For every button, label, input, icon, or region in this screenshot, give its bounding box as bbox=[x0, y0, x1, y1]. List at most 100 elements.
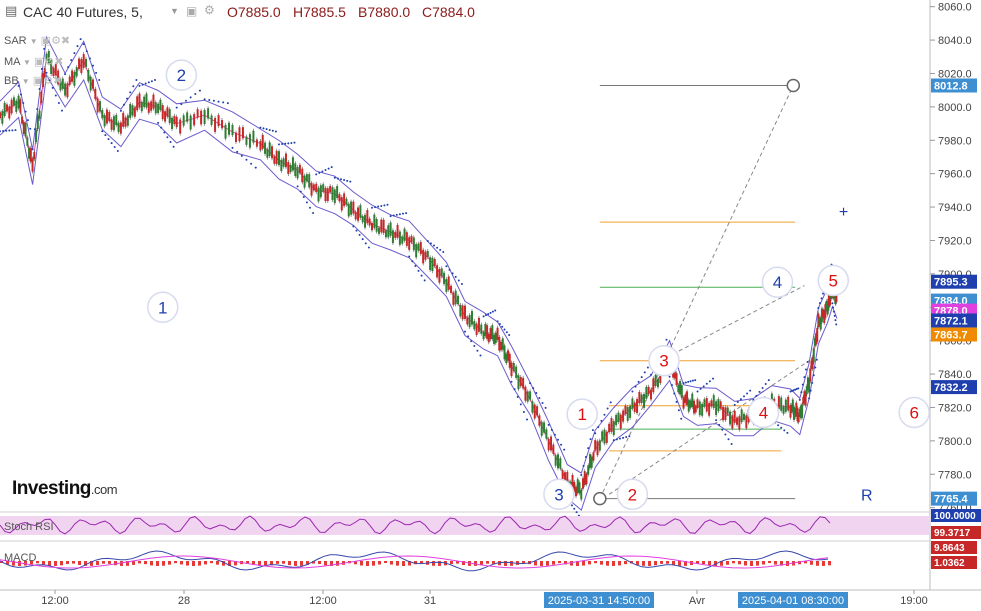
sar-dot bbox=[730, 443, 733, 446]
candle-body bbox=[387, 225, 390, 238]
candle-body bbox=[343, 193, 346, 207]
origin-point-marker[interactable] bbox=[593, 491, 607, 506]
sar-dot bbox=[262, 127, 265, 130]
sar-dot bbox=[135, 79, 138, 82]
candle-body bbox=[15, 100, 18, 112]
candle-body bbox=[301, 168, 304, 183]
sar-dot bbox=[786, 431, 789, 434]
candle-body bbox=[92, 79, 94, 89]
wave-label-circle[interactable] bbox=[761, 266, 794, 298]
macd-histogram-bar bbox=[102, 561, 105, 564]
macd-histogram-bar bbox=[96, 561, 99, 566]
price-tick-label: 7780.0 bbox=[938, 469, 972, 481]
wave-label-circle[interactable] bbox=[747, 396, 780, 429]
sar-dot bbox=[597, 426, 600, 429]
candle-body bbox=[319, 185, 322, 198]
macd-histogram-bar bbox=[30, 561, 33, 565]
sar-dot bbox=[831, 302, 834, 305]
wave-label-circle[interactable] bbox=[898, 396, 930, 429]
sar-dot bbox=[104, 134, 107, 137]
symbol-dropdown-icon[interactable]: ▼ bbox=[170, 6, 179, 16]
wave-label-circle[interactable] bbox=[147, 291, 179, 324]
indicator-sar[interactable]: SAR ▼ ▣⚙✖ bbox=[4, 35, 71, 47]
sar-dot bbox=[116, 149, 119, 152]
candle-body bbox=[559, 458, 562, 469]
time-tick-label: 12:00 bbox=[41, 595, 69, 607]
chart-menu-icon[interactable]: ▤ bbox=[5, 3, 18, 18]
macd-histogram-bar bbox=[36, 561, 39, 564]
candle-body bbox=[703, 399, 706, 407]
candle-body bbox=[510, 362, 513, 377]
wave-label-circle[interactable] bbox=[543, 478, 575, 511]
macd-histogram-bar bbox=[372, 561, 375, 566]
sar-dot bbox=[336, 177, 339, 180]
macd-histogram-bar bbox=[390, 561, 393, 565]
candle-body bbox=[412, 237, 415, 251]
candle-body bbox=[659, 369, 662, 384]
candle-body bbox=[345, 198, 348, 205]
sar-dot bbox=[19, 93, 22, 96]
sar-dot bbox=[532, 387, 535, 390]
sar-dot bbox=[8, 129, 11, 132]
bollinger-lower-band bbox=[0, 73, 838, 511]
sar-dot bbox=[687, 380, 690, 383]
sar-dot bbox=[619, 437, 621, 440]
macd-histogram-bar bbox=[204, 561, 207, 565]
sar-dot bbox=[544, 406, 547, 409]
candle-body bbox=[336, 186, 339, 199]
candle-body bbox=[480, 324, 483, 334]
wave-label-text: 4 bbox=[759, 403, 768, 422]
candle-body bbox=[131, 105, 134, 116]
price-tag-box bbox=[931, 491, 977, 506]
sar-dot bbox=[231, 146, 234, 149]
candle-body bbox=[552, 444, 555, 454]
sar-dot bbox=[812, 374, 815, 377]
macd-histogram-bar bbox=[420, 561, 423, 564]
candle-body bbox=[252, 130, 255, 143]
macd-histogram-bar bbox=[714, 561, 717, 566]
sar-dot bbox=[95, 71, 98, 74]
ohlc-close: C7884.0 bbox=[422, 4, 475, 20]
eye-icon[interactable]: ▣ bbox=[186, 4, 198, 18]
candle-body bbox=[684, 394, 687, 403]
candle-body bbox=[396, 224, 399, 238]
candle-body bbox=[601, 431, 604, 441]
macd-histogram-bar bbox=[234, 561, 237, 566]
candle-body bbox=[317, 187, 320, 202]
candle-body bbox=[71, 70, 74, 82]
wave-label-circle[interactable] bbox=[648, 344, 680, 377]
macd-histogram-bar bbox=[252, 561, 255, 565]
settings-icon[interactable]: ⚙ bbox=[204, 3, 215, 17]
wave-label-circle[interactable] bbox=[817, 264, 850, 297]
symbol-title[interactable]: CAC 40 Futures, 5, bbox=[23, 4, 143, 20]
sar-dot bbox=[484, 314, 487, 317]
sar-dot bbox=[609, 401, 612, 404]
sar-dot bbox=[792, 389, 795, 392]
candle-body bbox=[588, 454, 591, 469]
macd-histogram-bar bbox=[408, 561, 411, 566]
sar-dot bbox=[123, 103, 125, 106]
wave-label-circle[interactable] bbox=[616, 478, 649, 511]
sar-dot bbox=[743, 395, 745, 398]
candle-body bbox=[171, 117, 174, 129]
candle-body bbox=[429, 257, 432, 271]
candle-body bbox=[610, 418, 613, 432]
candle-body bbox=[689, 400, 692, 408]
wave-label-circle[interactable] bbox=[165, 59, 198, 91]
wave-label-circle[interactable] bbox=[566, 398, 598, 430]
macd-histogram-bar bbox=[594, 561, 597, 564]
sar-dot bbox=[36, 108, 39, 111]
indicator-bb[interactable]: BB ▼ ▣⚙✖ bbox=[4, 75, 63, 87]
macd-histogram-bar bbox=[570, 561, 573, 566]
indicator-ma[interactable]: MA ▼ ▣⚙✖ bbox=[4, 56, 64, 68]
candle-body bbox=[50, 60, 53, 74]
candle-body bbox=[408, 237, 411, 250]
candle-body bbox=[424, 251, 427, 260]
sar-dot bbox=[284, 142, 287, 145]
sar-dot bbox=[217, 100, 220, 103]
sar-dot bbox=[541, 401, 544, 404]
macd-histogram-bar bbox=[708, 561, 711, 566]
candle-body bbox=[780, 397, 783, 411]
target-point-marker[interactable] bbox=[786, 78, 801, 93]
